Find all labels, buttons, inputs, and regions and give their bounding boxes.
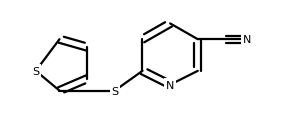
Text: S: S	[111, 86, 118, 96]
Text: S: S	[32, 66, 39, 76]
Text: N: N	[166, 80, 174, 90]
Text: N: N	[243, 35, 251, 45]
